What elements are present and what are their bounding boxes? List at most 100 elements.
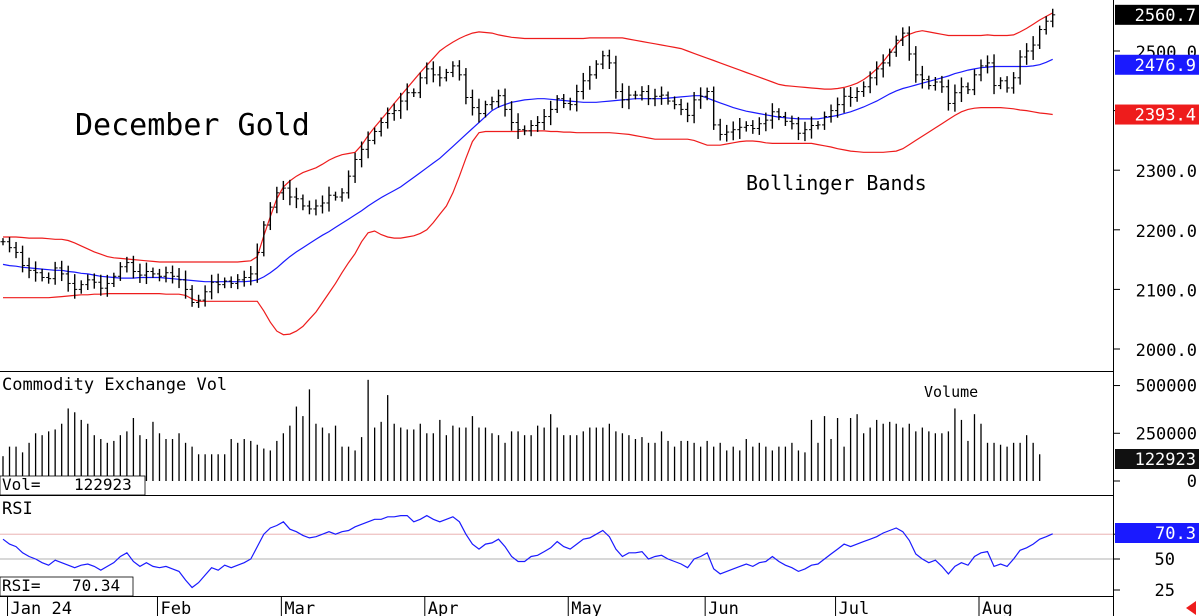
price-bar bbox=[835, 97, 841, 118]
volume-right-readout: 122923 bbox=[1135, 450, 1196, 470]
price-bar bbox=[737, 117, 743, 139]
price-tick-label: 2100.0 bbox=[1136, 281, 1197, 301]
price-bar bbox=[404, 83, 410, 111]
price-bar bbox=[906, 26, 912, 61]
price-bar bbox=[274, 186, 280, 214]
rsi-right-readout: 70.3 bbox=[1155, 524, 1196, 544]
price-bar bbox=[196, 294, 202, 308]
price-bar bbox=[613, 55, 619, 99]
price-bar bbox=[150, 267, 156, 278]
price-bar bbox=[1043, 16, 1049, 35]
price-bar bbox=[463, 68, 469, 105]
price-bar bbox=[46, 272, 52, 284]
price-bar bbox=[828, 104, 834, 123]
price-bar bbox=[359, 141, 365, 168]
price-bar bbox=[606, 49, 612, 69]
price-bar bbox=[59, 260, 65, 282]
month-axis: Jan 24 Feb Mar Apr May Jun Jul Aug bbox=[7, 597, 1013, 616]
price-bar bbox=[117, 262, 123, 281]
price-bar bbox=[659, 86, 665, 105]
price-bar bbox=[228, 276, 234, 289]
price-bar bbox=[111, 272, 117, 288]
price-bar bbox=[1017, 50, 1023, 85]
price-bar bbox=[78, 280, 84, 294]
price-bar bbox=[645, 85, 651, 106]
price-bar bbox=[822, 111, 828, 130]
rsi-tick-label: 25 bbox=[1155, 581, 1175, 601]
rsi-panel-title: RSI bbox=[2, 499, 33, 519]
price-bar bbox=[326, 186, 332, 212]
price-bar bbox=[85, 274, 91, 290]
price-bar bbox=[33, 261, 39, 282]
price-bar bbox=[1004, 76, 1010, 93]
price-bar bbox=[254, 243, 260, 283]
price-bar bbox=[632, 90, 638, 100]
volume-axis-ticks: 500000 250000 0 bbox=[1113, 377, 1197, 492]
price-bar bbox=[385, 107, 391, 129]
price-bar bbox=[183, 270, 189, 299]
price-tick-label: 2200.0 bbox=[1136, 222, 1197, 242]
rsi-readout-box bbox=[0, 576, 134, 597]
price-bar bbox=[156, 268, 162, 282]
price-bar bbox=[600, 50, 606, 70]
rsi-tick-label: 50 bbox=[1155, 550, 1175, 570]
price-bar bbox=[854, 87, 860, 102]
price-bar bbox=[1011, 72, 1017, 94]
price-bar bbox=[808, 116, 814, 139]
price-bar bbox=[652, 88, 658, 107]
volume-panel-title: Commodity Exchange Vol bbox=[2, 375, 227, 395]
price-bar bbox=[665, 91, 671, 105]
rsi-series-line bbox=[2, 514, 1053, 589]
price-bar bbox=[482, 100, 488, 118]
price-bar bbox=[176, 268, 182, 289]
price-bar bbox=[476, 98, 482, 123]
price-bar bbox=[456, 60, 462, 81]
price-bar bbox=[802, 121, 808, 142]
price-bar bbox=[991, 54, 997, 95]
price-bar bbox=[730, 121, 736, 141]
price-bar bbox=[20, 245, 26, 273]
month-label: Mar bbox=[284, 599, 315, 616]
price-bar bbox=[248, 266, 254, 286]
bollinger-lower-band bbox=[3, 106, 1053, 336]
price-bar bbox=[587, 65, 593, 90]
price-bar bbox=[509, 101, 515, 131]
price-tick-label: 2300.0 bbox=[1136, 162, 1197, 182]
price-bar bbox=[639, 86, 645, 101]
month-label: Jan 24 bbox=[11, 599, 72, 616]
price-bars bbox=[0, 8, 1056, 308]
price-bar bbox=[287, 179, 293, 206]
price-bar bbox=[489, 96, 495, 110]
price-bar bbox=[711, 86, 717, 130]
price-bar bbox=[958, 77, 964, 103]
price-bar bbox=[691, 92, 697, 124]
price-bar bbox=[528, 120, 534, 137]
price-bar bbox=[7, 237, 13, 253]
price-bar bbox=[893, 35, 899, 57]
price-bar bbox=[978, 59, 984, 82]
price-bar bbox=[971, 69, 977, 96]
month-label: Jul bbox=[839, 599, 870, 616]
price-bar bbox=[619, 83, 625, 109]
price-bar bbox=[926, 75, 932, 90]
price-bar bbox=[137, 263, 143, 283]
bollinger-lower-line bbox=[3, 106, 1053, 336]
price-bar bbox=[241, 270, 247, 287]
price-bar bbox=[333, 191, 339, 201]
price-tick-label: 2000.0 bbox=[1136, 341, 1197, 361]
month-label: Feb bbox=[160, 599, 191, 616]
price-bar bbox=[763, 112, 769, 132]
price-bar bbox=[293, 187, 299, 209]
price-bar bbox=[170, 265, 176, 284]
price-bar bbox=[678, 98, 684, 116]
scroll-left-arrow-icon[interactable] bbox=[1186, 601, 1196, 615]
price-bar bbox=[39, 268, 45, 282]
price-bar bbox=[861, 81, 867, 97]
price-bar bbox=[319, 195, 325, 214]
price-bar bbox=[1030, 36, 1036, 60]
price-bar bbox=[939, 75, 945, 93]
price-bar bbox=[98, 274, 104, 296]
price-bar bbox=[65, 265, 71, 292]
volume-tick-label: 250000 bbox=[1136, 424, 1197, 444]
price-bar bbox=[867, 71, 873, 94]
